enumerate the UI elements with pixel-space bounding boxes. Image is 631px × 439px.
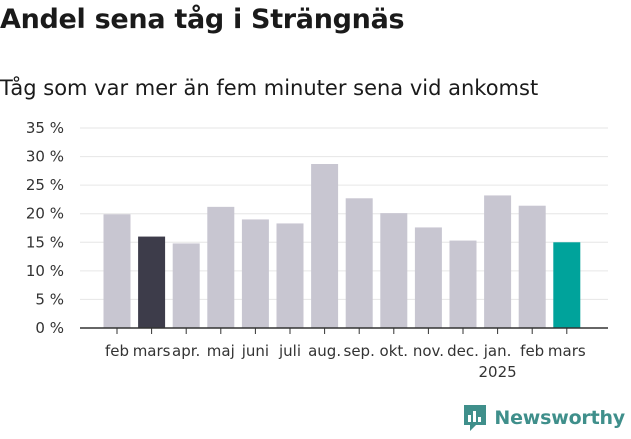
bar — [484, 195, 512, 328]
y-tick-label: 35 % — [26, 119, 64, 137]
bar — [138, 236, 166, 328]
y-tick-label: 10 % — [26, 262, 64, 280]
x-tick-label: maj — [207, 342, 235, 360]
x-tick-label: mars — [548, 342, 586, 360]
x-tick-label: nov. — [413, 342, 444, 360]
bar — [241, 219, 269, 328]
y-tick-label: 0 % — [35, 319, 64, 337]
x-tick-label: mars — [133, 342, 171, 360]
bar — [380, 213, 408, 328]
x-tick-label: juni — [241, 342, 269, 360]
bar — [449, 240, 477, 328]
x-tick-label: sep. — [344, 342, 375, 360]
x-tick-label: jan. — [483, 342, 512, 360]
bar — [207, 206, 235, 328]
y-tick-label: 15 % — [26, 233, 64, 251]
chart-title: Andel sena tåg i Strängnäs — [0, 4, 405, 35]
x-year-label: 2025 — [479, 363, 517, 381]
y-axis-ticks: 0 % 5 % 10 % 15 % 20 % 25 % 30 % 35 % — [26, 119, 64, 337]
x-tick-label: feb — [105, 342, 129, 360]
bars — [103, 164, 581, 328]
x-tick-label: juli — [278, 342, 301, 360]
x-tick-label: feb — [520, 342, 544, 360]
x-tick-label: aug. — [308, 342, 341, 360]
bar — [276, 223, 304, 328]
bar-chart: 0 %5 %10 %15 %20 %25 %30 %35 % feb mars ap… — [26, 119, 608, 381]
bar — [553, 242, 581, 328]
brand-name: Newsworthy — [494, 407, 625, 429]
newsworthy-logo-icon — [464, 405, 487, 431]
chart-subtitle: Tåg som var mer än fem minuter sena vid … — [0, 76, 539, 100]
bar — [311, 164, 339, 328]
y-tick-label: 30 % — [26, 148, 64, 166]
newsworthy-logo: Newsworthy — [462, 403, 625, 433]
x-tick-label: apr. — [172, 342, 200, 360]
x-tick-label: okt. — [380, 342, 409, 360]
y-tick-label: 25 % — [26, 176, 64, 194]
bar — [345, 198, 373, 328]
x-tick-label: dec. — [447, 342, 479, 360]
y-tick-label: 5 % — [35, 290, 64, 308]
bar — [518, 205, 546, 328]
y-tick-label: 20 % — [26, 205, 64, 223]
bar — [414, 227, 442, 328]
bar — [103, 214, 131, 328]
bar — [172, 243, 200, 328]
grid-lines — [80, 127, 608, 300]
x-axis-ticks: feb mars apr. maj juni juli aug. sep. okt. nov. de… — [105, 328, 586, 381]
